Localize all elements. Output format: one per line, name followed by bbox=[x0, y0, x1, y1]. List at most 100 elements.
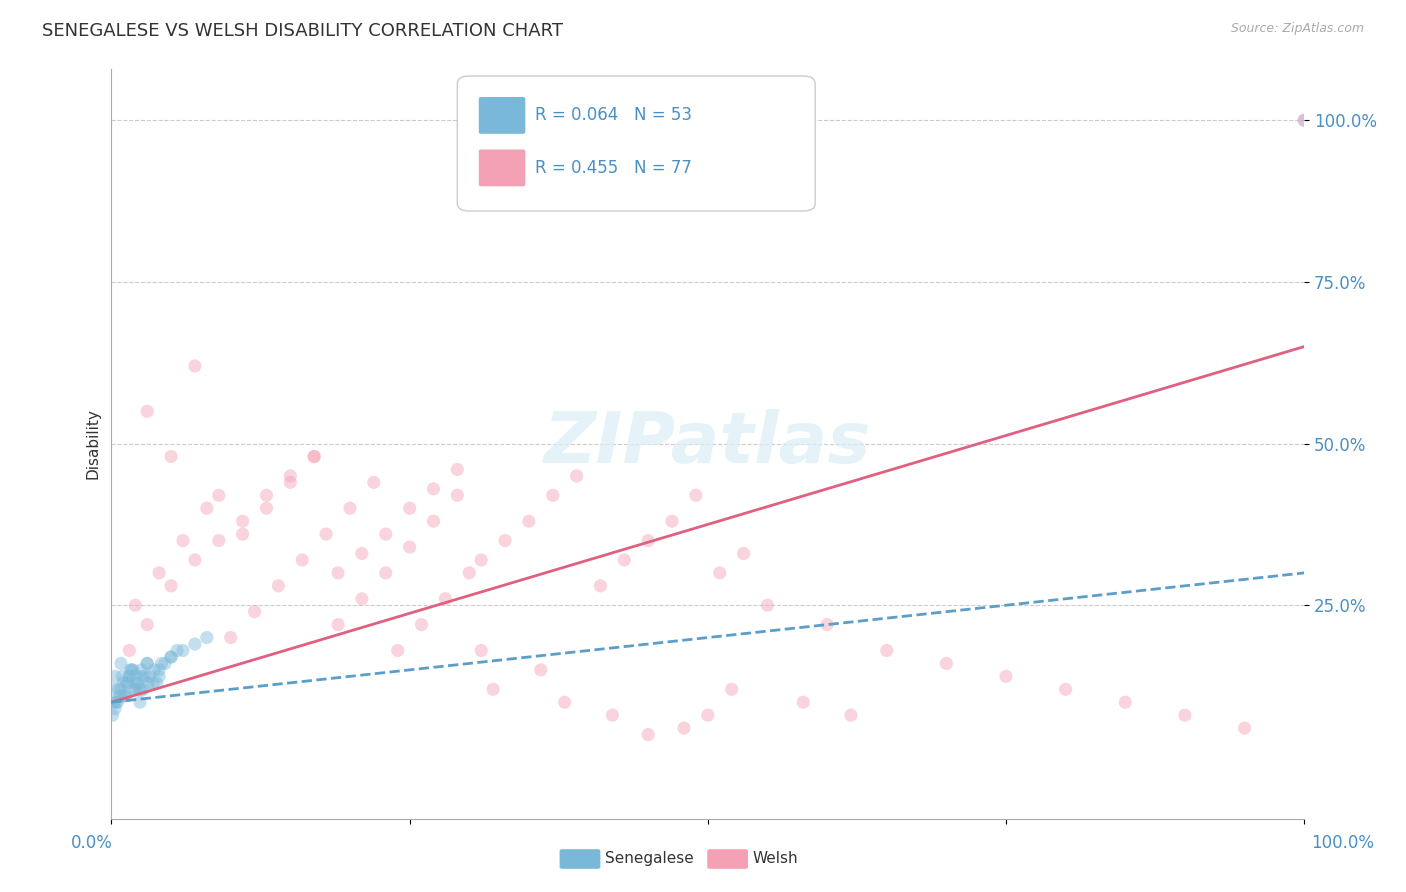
Point bbox=[121, 663, 143, 677]
Point bbox=[613, 553, 636, 567]
FancyBboxPatch shape bbox=[479, 150, 526, 186]
Point bbox=[150, 657, 173, 671]
Point bbox=[172, 643, 194, 657]
Point bbox=[541, 488, 564, 502]
Point bbox=[339, 501, 361, 516]
Point bbox=[101, 708, 124, 723]
Point bbox=[792, 695, 814, 709]
Point bbox=[112, 689, 135, 703]
Point bbox=[134, 669, 156, 683]
Point bbox=[350, 547, 373, 561]
Point bbox=[720, 682, 742, 697]
Point bbox=[494, 533, 516, 548]
Point bbox=[124, 599, 146, 613]
Point bbox=[637, 533, 659, 548]
Point bbox=[315, 527, 337, 541]
Point bbox=[398, 540, 420, 554]
Point bbox=[756, 599, 779, 613]
Point bbox=[127, 675, 149, 690]
Point bbox=[876, 643, 898, 657]
Point bbox=[184, 637, 207, 651]
Point bbox=[530, 663, 553, 677]
Text: R = 0.064   N = 53: R = 0.064 N = 53 bbox=[534, 106, 692, 124]
Point bbox=[132, 682, 155, 697]
Text: R = 0.455   N = 77: R = 0.455 N = 77 bbox=[534, 159, 692, 177]
Point bbox=[278, 469, 301, 483]
Y-axis label: Disability: Disability bbox=[86, 409, 100, 479]
Point bbox=[1114, 695, 1136, 709]
Point bbox=[120, 663, 142, 677]
Point bbox=[111, 669, 134, 683]
Point bbox=[118, 669, 141, 683]
Point bbox=[160, 579, 183, 593]
Point bbox=[208, 533, 231, 548]
Point bbox=[458, 566, 481, 580]
Point bbox=[267, 579, 290, 593]
Point bbox=[105, 695, 128, 709]
Point bbox=[114, 689, 136, 703]
Point bbox=[110, 682, 132, 697]
Point bbox=[114, 689, 136, 703]
Point bbox=[103, 695, 125, 709]
Point bbox=[696, 708, 718, 723]
Text: SENEGALESE VS WELSH DISABILITY CORRELATION CHART: SENEGALESE VS WELSH DISABILITY CORRELATI… bbox=[42, 22, 564, 40]
Point bbox=[136, 657, 159, 671]
Point bbox=[195, 501, 218, 516]
Point bbox=[122, 663, 145, 677]
Point bbox=[232, 514, 254, 528]
Point bbox=[1233, 721, 1256, 735]
Point bbox=[422, 514, 444, 528]
Text: ZIPatlas: ZIPatlas bbox=[544, 409, 872, 478]
Point bbox=[422, 482, 444, 496]
Point bbox=[733, 547, 755, 561]
Point bbox=[1294, 113, 1316, 128]
Point bbox=[160, 650, 183, 665]
Point bbox=[118, 643, 141, 657]
Point bbox=[302, 450, 325, 464]
Point bbox=[672, 721, 695, 735]
Point bbox=[103, 682, 125, 697]
Text: 0.0%: 0.0% bbox=[70, 834, 112, 852]
Point bbox=[243, 605, 266, 619]
Point bbox=[565, 469, 588, 483]
Point bbox=[1294, 113, 1316, 128]
Point bbox=[105, 695, 128, 709]
Point bbox=[709, 566, 731, 580]
Point bbox=[470, 643, 492, 657]
Point bbox=[685, 488, 707, 502]
Point bbox=[112, 675, 135, 690]
Point bbox=[256, 488, 278, 502]
Point bbox=[291, 553, 314, 567]
Point bbox=[661, 514, 683, 528]
Point bbox=[374, 527, 396, 541]
Point bbox=[411, 617, 433, 632]
Point bbox=[143, 663, 166, 677]
Point bbox=[148, 669, 170, 683]
Point bbox=[602, 708, 624, 723]
Point bbox=[326, 617, 349, 632]
Point bbox=[138, 669, 160, 683]
Point bbox=[935, 657, 957, 671]
Text: Welsh: Welsh bbox=[752, 852, 797, 866]
Point bbox=[326, 566, 349, 580]
Point bbox=[153, 657, 176, 671]
Point bbox=[166, 643, 188, 657]
Point bbox=[256, 501, 278, 516]
Point bbox=[129, 663, 152, 677]
Point bbox=[446, 462, 468, 476]
Point bbox=[136, 617, 159, 632]
Point bbox=[129, 682, 152, 697]
Point bbox=[160, 450, 183, 464]
Point bbox=[184, 553, 207, 567]
Point bbox=[350, 591, 373, 606]
Point bbox=[124, 675, 146, 690]
Point bbox=[108, 689, 131, 703]
Point bbox=[115, 675, 138, 690]
Point bbox=[104, 701, 127, 715]
Point bbox=[482, 682, 505, 697]
FancyBboxPatch shape bbox=[457, 76, 815, 211]
Point bbox=[1174, 708, 1197, 723]
Point bbox=[1054, 682, 1077, 697]
Point bbox=[136, 657, 159, 671]
Point bbox=[184, 359, 207, 373]
